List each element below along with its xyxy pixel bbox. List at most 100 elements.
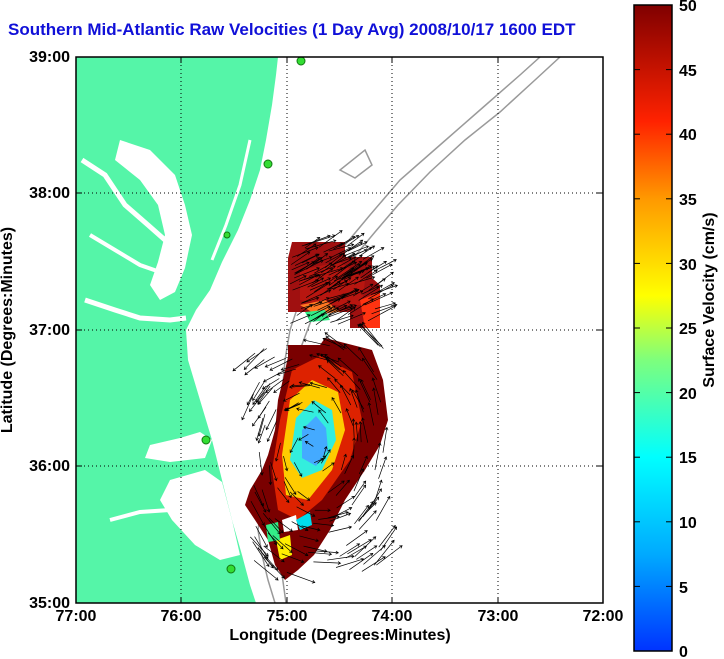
colorbar-tick-label: 25	[679, 321, 697, 338]
current-vector	[344, 454, 354, 474]
x-tick-label: 74:00	[372, 608, 413, 625]
current-vector	[315, 313, 332, 326]
current-vector	[329, 512, 352, 522]
current-vector	[362, 357, 378, 380]
current-vector	[352, 283, 374, 297]
current-vector	[338, 276, 359, 291]
current-vector	[283, 455, 289, 472]
current-vector	[291, 261, 310, 271]
current-vector	[349, 552, 374, 570]
current-vector	[374, 442, 382, 471]
current-vector	[243, 348, 265, 370]
current-vector	[298, 273, 318, 282]
current-vector	[316, 352, 340, 363]
current-vector	[311, 401, 327, 414]
current-vector	[281, 553, 305, 563]
current-vector	[337, 256, 357, 268]
current-vector	[347, 248, 368, 258]
current-vector	[314, 508, 331, 513]
current-vector	[331, 396, 342, 414]
current-vector	[338, 235, 360, 248]
current-vector	[359, 323, 381, 348]
x-axis-ticks: 77:00 76:00 75:00 74:00 73:00 72:00	[56, 608, 624, 625]
current-vector	[254, 491, 267, 513]
current-vector	[348, 276, 376, 286]
current-vector	[268, 465, 273, 486]
current-vector	[327, 377, 341, 393]
current-vector	[308, 551, 333, 556]
current-vector	[333, 507, 353, 518]
current-vector	[359, 245, 376, 257]
y-tick-label: 37:00	[29, 322, 70, 339]
current-vector	[325, 336, 345, 351]
current-vector	[327, 480, 345, 493]
current-vector	[280, 364, 300, 371]
colorbar-tick-label: 0	[679, 644, 688, 659]
current-vector	[334, 378, 351, 396]
current-vector	[327, 554, 355, 561]
x-axis-title: Longitude (Degrees:Minutes)	[229, 627, 450, 644]
current-vector	[373, 259, 397, 272]
current-vector	[296, 506, 316, 517]
colorbar-tick-label: 5	[679, 580, 688, 597]
current-vector	[317, 455, 327, 464]
current-vector	[364, 291, 394, 306]
current-vector	[277, 487, 290, 504]
current-vector	[354, 536, 377, 557]
y-tick-label: 36:00	[29, 458, 70, 475]
current-vector	[375, 495, 391, 521]
current-vector	[318, 365, 336, 379]
current-vector	[307, 277, 325, 288]
current-vector	[323, 445, 328, 458]
current-vector	[289, 491, 304, 506]
radar-station-marker	[263, 159, 273, 169]
current-vector	[257, 413, 266, 437]
colorbar-tick-label: 35	[679, 192, 697, 209]
current-vector	[254, 356, 275, 369]
current-vector	[324, 354, 342, 368]
current-vector	[324, 332, 347, 350]
current-vector	[257, 547, 274, 569]
current-vector	[361, 556, 386, 572]
colorbar-tick-label: 15	[679, 450, 697, 467]
current-vector	[294, 253, 319, 266]
current-vector	[266, 421, 277, 442]
current-vector	[250, 500, 265, 526]
x-tick-label: 77:00	[56, 608, 97, 625]
current-vector	[274, 442, 281, 462]
current-vector	[328, 525, 353, 533]
pamlico-river	[109, 508, 171, 522]
current-vector	[344, 239, 364, 254]
current-vector	[252, 381, 265, 402]
current-vector	[261, 378, 280, 390]
x-tick-label: 76:00	[161, 608, 202, 625]
current-vector	[363, 545, 386, 565]
current-vector	[289, 437, 299, 454]
current-vector	[285, 403, 301, 411]
current-vector	[311, 277, 332, 288]
current-vector	[320, 353, 340, 371]
current-vector	[358, 510, 377, 530]
current-vector	[291, 521, 309, 531]
current-vector	[372, 387, 379, 415]
current-vector	[315, 550, 340, 555]
current-vector	[328, 271, 353, 290]
current-vector	[249, 392, 265, 412]
velocity-patch-south	[245, 338, 388, 580]
current-vector	[308, 265, 336, 277]
current-vector	[362, 247, 385, 260]
current-vectors	[232, 230, 403, 584]
current-vector	[367, 260, 387, 273]
current-vector	[345, 408, 354, 426]
current-vector	[284, 543, 309, 557]
current-vector	[327, 289, 358, 299]
current-vector	[269, 358, 293, 371]
current-vector	[358, 346, 374, 373]
grid	[76, 57, 603, 603]
pamlico-sound	[160, 470, 240, 560]
plot-area	[76, 57, 603, 603]
current-vector	[252, 386, 267, 405]
current-vector	[298, 381, 320, 389]
current-vector	[309, 353, 330, 362]
